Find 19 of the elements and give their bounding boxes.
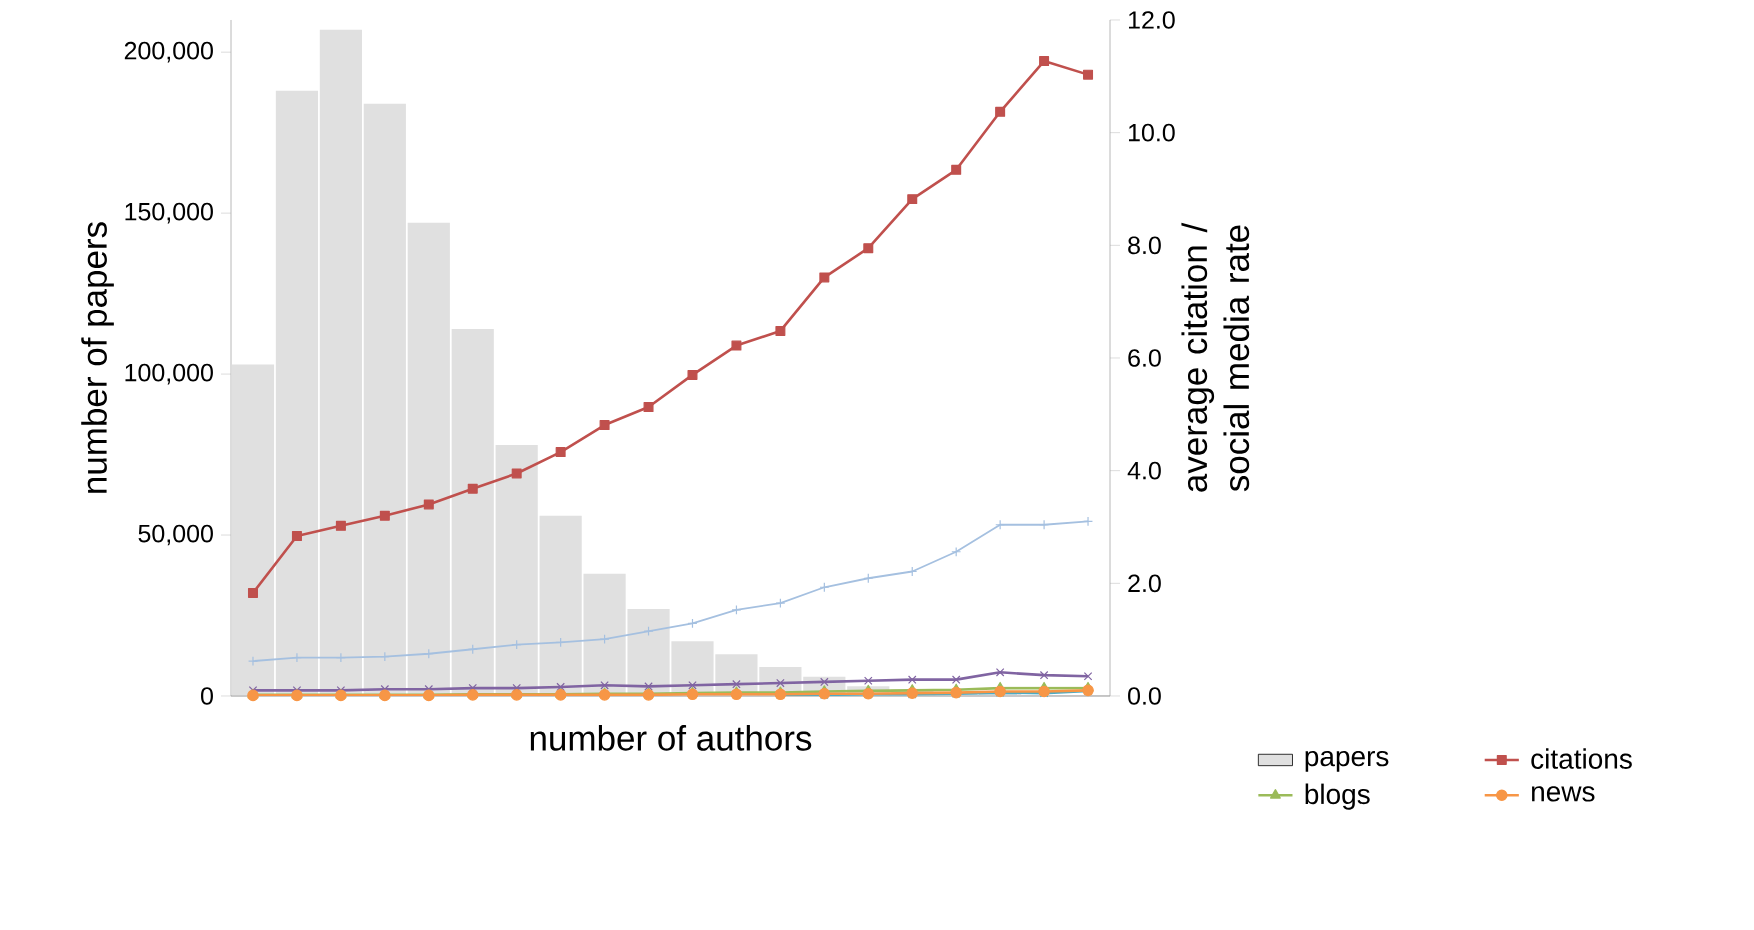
legend-label: papers [1305, 750, 1389, 772]
legend-label: citations [1531, 748, 1632, 769]
y-tick-label: 100,000 [125, 363, 213, 385]
y2-tick-label: 4.0 [1127, 461, 1161, 480]
y2-tick-label: 6.0 [1128, 349, 1161, 367]
y2-tick-label: 10.0 [1128, 123, 1175, 142]
x-axis-title: number of authors [530, 725, 812, 751]
y2-tick-label: 12.0 [1128, 11, 1175, 29]
legend-label: news [1532, 786, 1595, 802]
y2-tick-label: 0.0 [1128, 687, 1161, 705]
y2-tick-label: 8.0 [1128, 236, 1161, 255]
y-axis-title: number of papers [81, 222, 114, 493]
y-tick-label: 0 [201, 687, 213, 705]
y-tick-label: 150,000 [125, 202, 213, 224]
y-tick-label: 200,000 [124, 41, 213, 63]
legend-label: blogs [1305, 783, 1370, 810]
y2-axis-title: average citation / social media rate [1181, 222, 1250, 492]
y2-tick-label: 2.0 [1128, 574, 1161, 593]
y-tick-label: 50,000 [138, 524, 213, 546]
